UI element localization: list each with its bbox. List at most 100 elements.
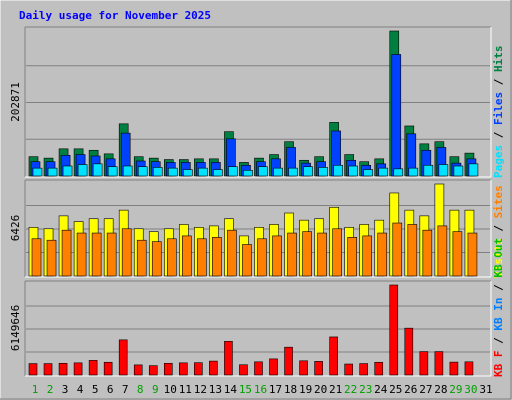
bar-pages-day-26: [408, 167, 419, 177]
bar-kb-f-day-undefined: [163, 362, 173, 376]
bar-pages-day-10: [167, 167, 178, 177]
bar-sites-day-undefined: [61, 229, 72, 277]
legend-entry: /: [492, 225, 505, 239]
bar-pages-day-16: [258, 166, 268, 177]
bar-sites-day-undefined: [392, 222, 403, 277]
x-tick-label: 1: [32, 383, 39, 396]
legend-entry: Hits: [492, 46, 505, 79]
x-tick-label: 27: [419, 383, 432, 396]
series-kb-f: [28, 284, 474, 376]
chart-title: Daily usage for November 2025: [19, 9, 211, 22]
bar-kb-f-day-undefined: [464, 361, 474, 376]
x-tick-label: 31: [479, 383, 492, 396]
x-tick-label: 29: [449, 383, 462, 396]
x-tick-label: 2: [47, 383, 54, 396]
bar-pages-day-22: [348, 165, 358, 177]
legend-entry: KB In: [492, 298, 505, 338]
bar-sites-day-undefined: [287, 232, 297, 277]
legend-entry: Visits: [492, 238, 505, 278]
bar-pages-day-28: [438, 164, 449, 177]
x-tick-label: 15: [239, 383, 252, 396]
bar-kb-f-day-undefined: [254, 361, 263, 376]
x-tick-label: 8: [137, 383, 144, 396]
bar-sites-day-undefined: [377, 232, 388, 277]
legend-entry: KB Out: [492, 238, 505, 284]
series-sites: [31, 222, 478, 277]
bar-pages-day-3: [62, 165, 73, 177]
bar-pages-day-23: [363, 169, 374, 177]
x-tick-label: 13: [209, 383, 222, 396]
bar-sites-day-undefined: [257, 238, 267, 277]
bar-sites-day-undefined: [362, 235, 373, 277]
panel-3: 6149646 KB F / KB In / KB Out: [9, 238, 505, 377]
panel-2: 6426 Visits / Sites: [9, 179, 505, 278]
bar-kb-f-day-undefined: [43, 363, 53, 376]
bar-sites-day-undefined: [272, 235, 282, 277]
bar-files-day-25: [391, 54, 402, 177]
bar-sites-day-undefined: [136, 239, 147, 277]
legend-entry: /: [492, 78, 505, 92]
bar-sites-day-undefined: [121, 228, 132, 277]
bar-sites-day-undefined: [437, 225, 448, 277]
bar-kb-f-day-undefined: [359, 363, 369, 376]
bar-kb-f-day-undefined: [284, 346, 293, 376]
x-tick-label: 10: [164, 383, 177, 396]
bar-kb-f-day-undefined: [434, 351, 444, 376]
bar-pages-day-6: [107, 166, 118, 177]
bar-kb-f-day-undefined: [329, 336, 338, 376]
bar-pages-day-1: [32, 167, 43, 177]
bar-sites-day-undefined: [332, 228, 342, 277]
bar-sites-day-undefined: [46, 239, 57, 277]
bar-kb-f-day-undefined: [88, 360, 98, 376]
bar-kb-f-day-undefined: [239, 364, 248, 376]
bar-sites-day-undefined: [151, 241, 162, 277]
bar-pages-day-19: [303, 166, 313, 177]
bar-pages-day-29: [453, 165, 464, 177]
x-tick-label: 16: [254, 383, 267, 396]
panel-1: 202871 Pages / Files / Hits: [9, 26, 505, 178]
bar-pages-day-12: [198, 167, 208, 177]
bar-sites-day-undefined: [106, 232, 117, 277]
bar-pages-day-24: [378, 167, 389, 177]
bar-pages-day-11: [183, 169, 193, 177]
bar-kb-f-day-undefined: [374, 361, 384, 376]
x-tick-label: 12: [194, 383, 207, 396]
legend: KB F / KB In / KB Out: [492, 238, 505, 377]
bar-sites-day-undefined: [166, 238, 177, 277]
bar-kb-f-day-undefined: [299, 360, 308, 376]
bar-kb-f-day-undefined: [179, 362, 188, 376]
bar-kb-f-day-undefined: [194, 362, 203, 376]
bar-kb-f-day-undefined: [404, 327, 414, 376]
bar-sites-day-undefined: [91, 232, 102, 277]
x-tick-label: 11: [179, 383, 192, 396]
legend-entry: Pages: [492, 145, 505, 178]
bar-pages-day-13: [213, 169, 223, 177]
legend-entry: /: [492, 284, 505, 298]
x-tick-label: 7: [122, 383, 129, 396]
x-tick-label: 22: [344, 383, 357, 396]
bar-sites-day-undefined: [317, 232, 327, 277]
bar-kb-f-day-undefined: [133, 364, 143, 376]
bar-kb-f-day-undefined: [73, 362, 83, 376]
bar-sites-day-undefined: [467, 232, 478, 277]
bar-pages-day-20: [318, 167, 328, 177]
legend-entry: KB F: [492, 351, 505, 378]
series-pages: [32, 163, 479, 177]
bar-pages-day-21: [333, 164, 343, 177]
bar-kb-f-day-undefined: [28, 363, 38, 376]
x-tick-label: 9: [152, 383, 159, 396]
x-tick-label: 21: [329, 383, 342, 396]
bar-kb-f-day-undefined: [103, 361, 113, 376]
bar-pages-day-15: [243, 169, 253, 177]
bar-pages-day-14: [228, 166, 238, 177]
x-tick-label: 17: [269, 383, 282, 396]
bar-pages-day-2: [47, 167, 58, 177]
bar-kb-f-day-undefined: [148, 365, 158, 376]
bar-kb-f-day-undefined: [449, 361, 459, 376]
bar-sites-day-undefined: [197, 238, 207, 277]
bar-sites-day-undefined: [76, 232, 87, 277]
bar-pages-day-30: [468, 163, 479, 177]
x-tick-label: 18: [284, 383, 297, 396]
bar-kb-f-day-undefined: [58, 362, 68, 376]
